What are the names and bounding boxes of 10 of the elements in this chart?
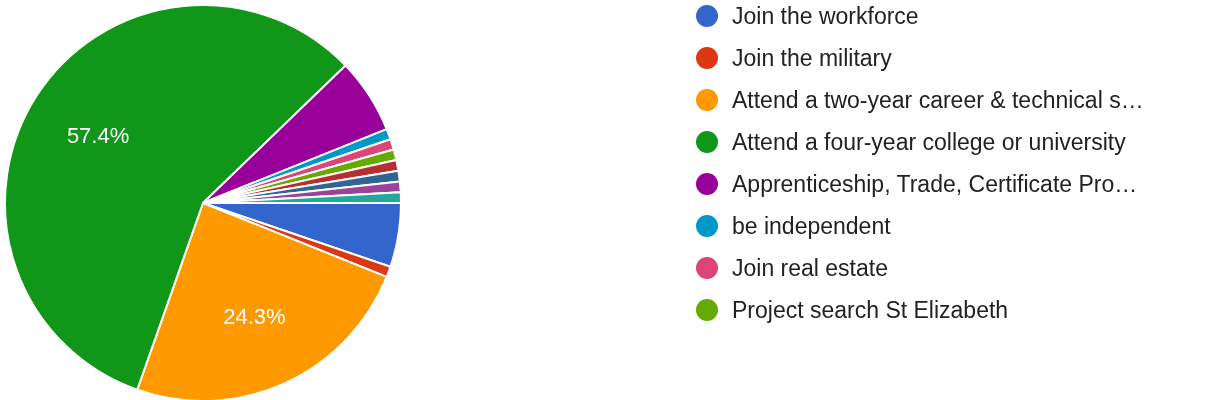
legend-label: Join the military bbox=[732, 45, 893, 71]
legend-label: Join the workforce bbox=[732, 3, 919, 29]
data-label: 57.4% bbox=[66, 123, 130, 149]
data-label: 24.3% bbox=[223, 304, 286, 330]
legend-label: Apprenticeship, Trade, Certificate Pro… bbox=[732, 171, 1138, 197]
legend-label: be independent bbox=[732, 213, 892, 239]
legend-label: Attend a two-year career & technical s… bbox=[732, 87, 1144, 113]
legend-label: Join real estate bbox=[732, 255, 888, 281]
legend-label: Project search St Elizabeth bbox=[732, 297, 1009, 323]
legend-label: Attend a four-year college or university bbox=[732, 129, 1127, 155]
